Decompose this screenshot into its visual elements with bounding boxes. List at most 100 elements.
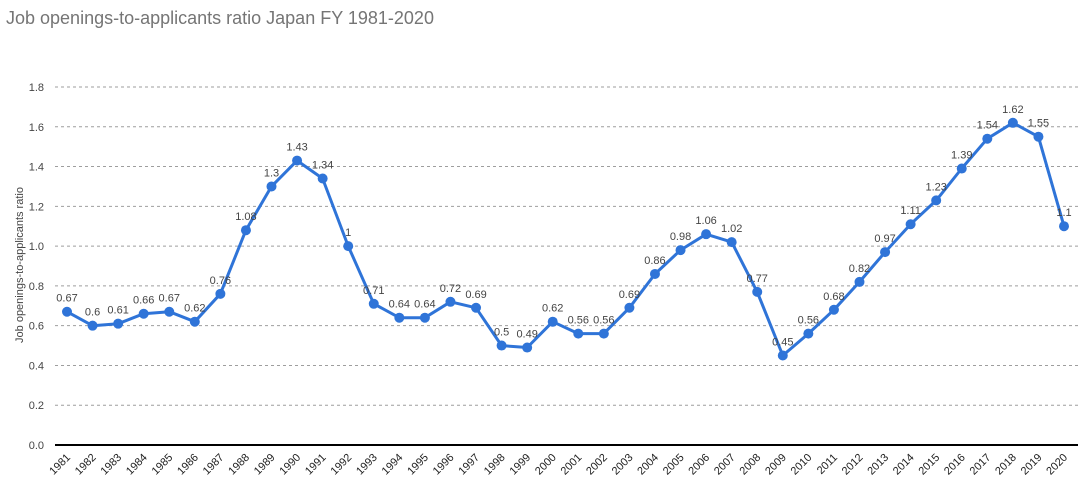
data-label: 0.97 <box>874 233 895 245</box>
data-label: 0.5 <box>494 327 509 339</box>
data-point <box>394 312 405 323</box>
x-tick-label: 1998 <box>482 452 508 478</box>
x-tick-label: 2009 <box>763 452 789 478</box>
data-label: 0.45 <box>772 337 793 349</box>
x-tick-label: 1992 <box>329 452 355 478</box>
data-labels: 0.67 0.6 0.61 0.66 0.67 0.62 0.76 1.08 1.3 1.43 1.… <box>56 104 1071 349</box>
data-point <box>138 308 149 319</box>
x-tick-label: 1985 <box>150 452 176 478</box>
data-label: 0.69 <box>619 289 640 301</box>
data-point <box>240 225 251 236</box>
data-point <box>931 195 942 206</box>
data-point <box>471 302 482 313</box>
x-tick-label: 2005 <box>661 452 687 478</box>
series-line <box>66 121 1066 357</box>
data-point <box>905 219 916 230</box>
x-tick-label: 2006 <box>686 452 712 478</box>
data-point <box>343 241 354 252</box>
x-tick-label: 1995 <box>405 452 431 478</box>
y-tick-label: 0.8 <box>29 281 44 293</box>
data-label: 0.68 <box>823 291 844 303</box>
data-label: 0.77 <box>747 273 768 285</box>
x-tick-label: 1996 <box>431 452 457 478</box>
data-point <box>982 133 993 144</box>
x-tick-label: 1984 <box>124 452 150 478</box>
x-axis-ticks: 1981 1982 1983 1984 1985 1986 1987 1988 1989 1990… <box>47 452 1070 478</box>
data-label: 1 <box>345 227 351 239</box>
data-label: 0.56 <box>798 315 819 327</box>
data-point <box>726 237 737 248</box>
x-tick-label: 2015 <box>917 452 943 478</box>
data-point <box>1059 221 1069 232</box>
data-point <box>701 229 712 240</box>
data-point <box>164 306 175 317</box>
data-point <box>573 328 584 339</box>
data-point <box>215 288 226 299</box>
data-label: 0.56 <box>568 315 589 327</box>
gridlines <box>55 86 1078 406</box>
data-points <box>62 117 1069 361</box>
x-tick-label: 1988 <box>226 452 252 478</box>
data-point <box>368 298 379 309</box>
data-point <box>828 304 839 315</box>
data-point <box>87 320 98 331</box>
y-tick-label: 0.2 <box>29 400 44 412</box>
x-tick-label: 2002 <box>584 452 610 478</box>
x-tick-label: 1993 <box>354 452 380 478</box>
data-point <box>880 247 891 258</box>
data-point <box>752 286 763 297</box>
x-tick-label: 1991 <box>303 452 329 478</box>
data-label: 0.82 <box>849 263 870 275</box>
y-axis-label: Job openings-to-applicants ratio <box>14 187 26 343</box>
data-label: 0.66 <box>133 295 154 307</box>
y-tick-label: 0.0 <box>29 440 44 452</box>
data-point <box>956 163 967 174</box>
x-tick-label: 2013 <box>865 452 891 478</box>
data-label: 0.49 <box>516 329 537 341</box>
data-point <box>62 306 72 317</box>
y-tick-label: 1.4 <box>29 162 44 174</box>
x-tick-label: 1989 <box>252 452 278 478</box>
data-label: 1.23 <box>925 181 946 193</box>
data-label: 1.39 <box>951 150 972 162</box>
x-tick-label: 1987 <box>201 452 227 478</box>
x-tick-label: 2016 <box>942 452 968 478</box>
data-point <box>777 350 788 361</box>
data-label: 1.02 <box>721 223 742 235</box>
x-tick-label: 2020 <box>1044 452 1070 478</box>
data-label: 1.3 <box>264 167 279 179</box>
x-tick-label: 2012 <box>840 452 866 478</box>
x-tick-label: 2008 <box>738 452 764 478</box>
data-label: 0.64 <box>414 299 435 311</box>
data-label: 1.54 <box>977 120 998 132</box>
data-point <box>547 316 558 327</box>
data-point <box>803 328 814 339</box>
data-point <box>598 328 609 339</box>
x-tick-label: 1986 <box>175 452 201 478</box>
x-tick-label: 1981 <box>47 452 73 478</box>
y-tick-label: 1.0 <box>29 241 44 253</box>
y-tick-label: 0.6 <box>29 321 44 333</box>
x-tick-label: 2001 <box>559 452 585 478</box>
y-axis-ticks: 0.0 0.2 0.4 0.6 0.8 1.0 1.2 1.4 1.6 1.8 <box>29 82 44 452</box>
x-tick-label: 2017 <box>968 452 994 478</box>
data-point <box>496 340 507 351</box>
data-label: 0.6 <box>85 307 100 319</box>
data-label: 0.86 <box>644 255 665 267</box>
x-tick-label: 2004 <box>635 452 661 478</box>
data-label: 0.62 <box>542 303 563 315</box>
data-label: 1.55 <box>1028 118 1049 130</box>
data-label: 0.71 <box>363 285 384 297</box>
y-tick-label: 1.8 <box>29 82 44 94</box>
x-tick-label: 2003 <box>610 452 636 478</box>
x-tick-label: 1999 <box>507 452 533 478</box>
data-point <box>445 296 456 307</box>
x-tick-label: 1982 <box>73 452 99 478</box>
x-tick-label: 2011 <box>815 452 840 477</box>
data-label: 0.69 <box>465 289 486 301</box>
data-point <box>292 155 303 166</box>
x-tick-label: 1990 <box>277 452 303 478</box>
data-label: 1.1 <box>1056 207 1071 219</box>
x-tick-label: 2010 <box>789 452 815 478</box>
